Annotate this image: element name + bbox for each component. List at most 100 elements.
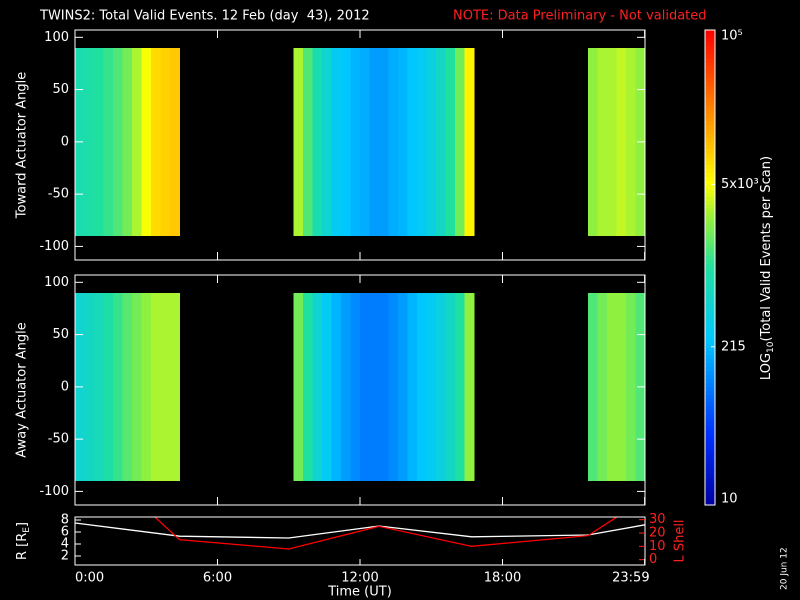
line-series bbox=[153, 517, 619, 550]
y2-tick-label: 30 bbox=[649, 512, 666, 527]
heat-cell bbox=[322, 47, 332, 236]
colorbar-slice bbox=[705, 77, 715, 83]
x-tick-label: 0:00 bbox=[75, 571, 104, 586]
colorbar-slice bbox=[705, 271, 715, 277]
heat-cell bbox=[303, 47, 313, 236]
x-tick-label: 12:00 bbox=[341, 571, 378, 586]
colorbar-slice bbox=[705, 437, 715, 443]
colorbar-slice bbox=[705, 481, 715, 486]
footnote: 20 Jun 12 bbox=[780, 547, 790, 590]
heat-cell bbox=[160, 292, 171, 481]
y-tick-label: 2 bbox=[61, 549, 69, 564]
colorbar-slice bbox=[705, 180, 715, 185]
colorbar-tick-label: 5x10³ bbox=[721, 177, 759, 192]
y-tick-label: 4 bbox=[61, 537, 69, 552]
y-label-part: ] bbox=[15, 522, 30, 527]
colorbar-slice bbox=[705, 69, 715, 75]
heat-cell bbox=[436, 47, 446, 236]
colorbar-slice bbox=[705, 140, 715, 146]
heat-cell bbox=[94, 47, 104, 236]
colorbar-slice bbox=[705, 239, 715, 245]
heat-cell bbox=[312, 292, 323, 481]
colorbar-slice bbox=[705, 354, 715, 360]
colorbar-slice bbox=[705, 156, 715, 162]
colorbar-slice bbox=[705, 255, 715, 261]
colorbar-tick-label: 10 bbox=[721, 492, 738, 507]
colorbar-slice bbox=[705, 30, 715, 35]
heat-cell bbox=[455, 47, 465, 236]
colorbar-slice bbox=[705, 220, 715, 225]
heat-cell bbox=[360, 47, 370, 236]
y2-tick-label: 20 bbox=[649, 526, 666, 541]
y-tick-label: 50 bbox=[52, 82, 69, 97]
colorbar-slice bbox=[705, 263, 715, 269]
colorbar-slice bbox=[705, 421, 715, 427]
heat-cell bbox=[398, 47, 408, 236]
colorbar-slice bbox=[705, 160, 715, 166]
colorbar-slice bbox=[705, 49, 715, 55]
y-tick-label: 6 bbox=[61, 525, 69, 540]
colorbar-slice bbox=[705, 322, 715, 328]
heat-cell bbox=[322, 292, 332, 481]
plot-area bbox=[75, 517, 645, 550]
colorbar-slice bbox=[705, 73, 715, 79]
heat-cell bbox=[398, 292, 408, 481]
heat-cell bbox=[626, 47, 636, 236]
heat-cell bbox=[170, 47, 180, 236]
x-tick-label: 23:59 bbox=[612, 571, 649, 586]
colorbar-slice bbox=[705, 378, 715, 383]
heat-cell bbox=[151, 47, 161, 236]
colorbar-slice bbox=[705, 227, 715, 233]
colorbar-slice bbox=[705, 275, 715, 280]
colorbar-slice bbox=[705, 113, 715, 118]
colorbar-slice bbox=[705, 105, 715, 110]
y2-tick-label: 0 bbox=[649, 552, 657, 567]
heat-cell bbox=[588, 47, 598, 236]
heat-cell bbox=[616, 47, 627, 236]
colorbar-slice bbox=[705, 346, 715, 352]
y-axis-label: Away Actuator Angle bbox=[15, 322, 30, 457]
colorbar-slice bbox=[705, 330, 715, 336]
colorbar-slice bbox=[705, 121, 715, 126]
heat-cell bbox=[597, 292, 608, 481]
colorbar-slice bbox=[705, 473, 715, 478]
colorbar-slice bbox=[705, 449, 715, 455]
heat-cell bbox=[445, 47, 456, 236]
colorbar-slice bbox=[705, 251, 715, 257]
heat-cell bbox=[426, 292, 437, 481]
colorbar-slice bbox=[705, 374, 715, 379]
heat-cell bbox=[436, 292, 446, 481]
heat-cell bbox=[293, 292, 304, 481]
heat-cell bbox=[455, 292, 465, 481]
colorbar-slice bbox=[705, 152, 715, 158]
colorbar-slice bbox=[705, 247, 715, 253]
colorbar-slice bbox=[705, 413, 715, 419]
heat-cell bbox=[360, 292, 370, 481]
y-label-part: R [R bbox=[15, 533, 30, 560]
colorbar-label: LOG10(Total Valid Events per Scan) bbox=[759, 156, 776, 380]
colorbar-slice bbox=[705, 37, 715, 43]
y-tick-label: -50 bbox=[48, 432, 69, 447]
colorbar-slice bbox=[705, 81, 715, 87]
heat-cell bbox=[341, 47, 351, 236]
colorbar-slice bbox=[705, 342, 715, 348]
colorbar-slice bbox=[705, 295, 715, 300]
heat-cell bbox=[84, 47, 95, 236]
colorbar-slice bbox=[705, 33, 715, 39]
note: NOTE: Data Preliminary - Not validated bbox=[453, 9, 707, 24]
colorbar-slice bbox=[705, 259, 715, 265]
heat-cell bbox=[350, 292, 361, 481]
heat-cell bbox=[84, 292, 95, 481]
colorbar-slice bbox=[705, 386, 715, 391]
colorbar-slice bbox=[705, 176, 715, 182]
colorbar-slice bbox=[705, 172, 715, 178]
heat-cell bbox=[122, 47, 133, 236]
colorbar-slice bbox=[705, 457, 715, 463]
colorbar-slice bbox=[705, 461, 715, 467]
colorbar-slice bbox=[705, 65, 715, 71]
colorbar-slice bbox=[705, 97, 715, 102]
heat-cell bbox=[160, 47, 171, 236]
colorbar-slice bbox=[705, 425, 715, 431]
colorbar-tick-label: 10⁵ bbox=[721, 29, 743, 44]
